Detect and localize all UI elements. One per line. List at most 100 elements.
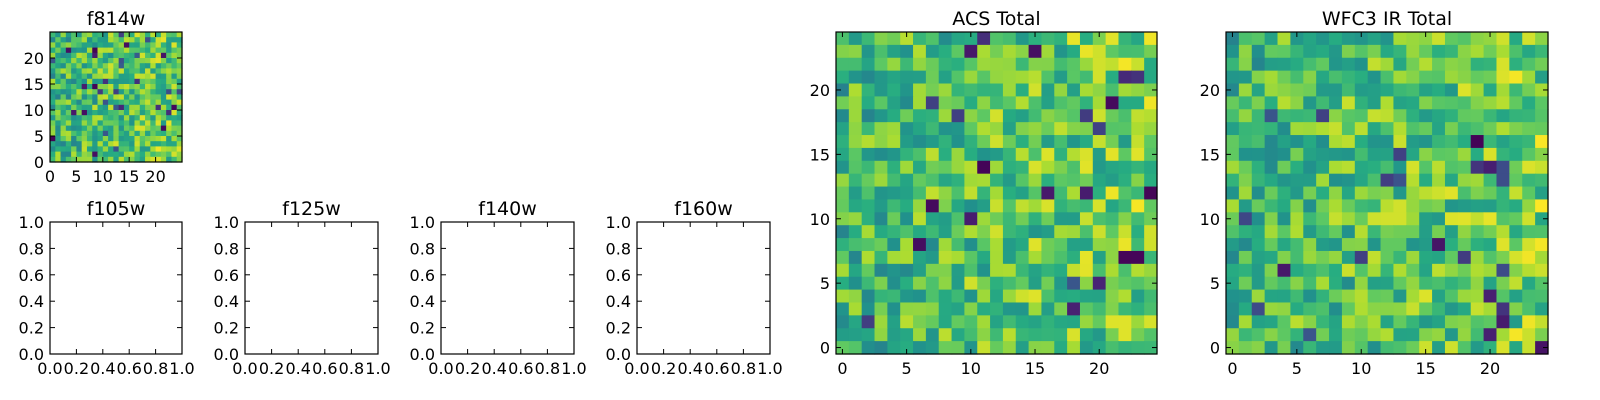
heatmap-cell: [1264, 238, 1279, 252]
heatmap-cell: [951, 173, 965, 188]
heatmap-cell: [1419, 225, 1433, 239]
heatmap-cell: [836, 328, 850, 342]
heatmap-cell: [108, 42, 114, 49]
x-tick-label: 0.4: [90, 359, 115, 378]
heatmap-cell: [1290, 96, 1304, 110]
heatmap-cell: [1054, 109, 1068, 123]
heatmap-cell: [1329, 263, 1343, 278]
heatmap-cell: [900, 212, 914, 226]
heatmap-cell: [166, 110, 173, 116]
heatmap-cell: [913, 70, 927, 85]
heatmap-cell: [102, 156, 109, 163]
heatmap-cell: [1028, 315, 1043, 329]
heatmap-cell: [76, 42, 83, 49]
heatmap-cell: [1496, 96, 1510, 110]
heatmap-cell: [913, 160, 927, 175]
heatmap-cell: [1470, 160, 1485, 175]
heatmap-cell: [1238, 315, 1253, 329]
heatmap-cell: [71, 125, 77, 132]
heatmap-cell: [123, 89, 130, 95]
heatmap-cell: [861, 302, 876, 316]
heatmap-cell: [1144, 302, 1158, 316]
heatmap-cell: [1105, 44, 1120, 59]
heatmap-cell: [1118, 289, 1132, 304]
heatmap-cell: [60, 94, 67, 101]
heatmap-cell: [1341, 96, 1356, 110]
heatmap-cell: [848, 289, 863, 304]
heatmap-cell: [1406, 44, 1420, 59]
heatmap-cell: [1118, 328, 1132, 342]
heatmap-cell: [1535, 238, 1549, 252]
heatmap-cell: [1470, 173, 1485, 188]
heatmap-cell: [108, 47, 114, 54]
heatmap-cell: [139, 78, 146, 85]
heatmap-cell: [108, 63, 114, 69]
y-tick-label: 0.2: [606, 319, 631, 338]
heatmap-cell: [1380, 135, 1395, 149]
heatmap-cell: [938, 122, 953, 136]
heatmap-cell: [1367, 212, 1382, 226]
heatmap-cell: [171, 156, 178, 163]
heatmap-cell: [990, 199, 1004, 213]
heatmap-cell: [1118, 263, 1132, 278]
heatmap-cell: [139, 47, 146, 54]
heatmap-cell: [1054, 147, 1068, 162]
heatmap-cell: [1092, 186, 1107, 201]
heatmap-cell: [1444, 315, 1459, 329]
heatmap-cell: [123, 104, 130, 111]
heatmap-cell: [81, 141, 88, 147]
heatmap-cell: [60, 99, 67, 106]
heatmap-cell: [938, 212, 953, 226]
heatmap-cell: [81, 73, 88, 80]
heatmap-cell: [1496, 263, 1510, 278]
heatmap-cell: [1341, 160, 1356, 175]
heatmap-cell: [1264, 302, 1279, 316]
heatmap-cell: [1419, 276, 1433, 291]
heatmap-cell: [176, 42, 183, 49]
heatmap-cell: [1118, 96, 1132, 110]
heatmap-cell: [1535, 109, 1549, 123]
heatmap-cell: [1264, 328, 1279, 342]
heatmap-cell: [92, 110, 99, 116]
heatmap-cell: [1041, 328, 1055, 342]
heatmap-cell: [1509, 32, 1523, 46]
heatmap-cell: [1067, 122, 1081, 136]
heatmap-cell: [1509, 199, 1523, 213]
heatmap-cell: [1144, 212, 1158, 226]
heatmap-cell: [134, 84, 141, 90]
heatmap-cell: [1419, 212, 1433, 226]
heatmap-cell: [92, 89, 99, 95]
heatmap-cell: [1264, 276, 1279, 291]
heatmap-cell: [1522, 122, 1536, 136]
heatmap-cell: [1105, 250, 1120, 265]
heatmap-cell: [113, 68, 120, 75]
heatmap-cell: [1238, 32, 1253, 46]
heatmap-cell: [129, 58, 136, 64]
heatmap-cell: [1483, 135, 1498, 149]
heatmap-cell: [171, 146, 178, 153]
heatmap-cell: [166, 115, 173, 121]
heatmap-cell: [86, 78, 93, 85]
heatmap-cell: [113, 84, 120, 90]
heatmap-cell: [1028, 199, 1043, 213]
heatmap-cell: [1419, 96, 1433, 110]
heatmap-cell: [1509, 302, 1523, 316]
axes-frame: [835, 31, 1158, 355]
heatmap-cell: [1290, 173, 1304, 188]
heatmap-cell: [113, 99, 120, 106]
heatmap-cell: [1015, 328, 1030, 342]
heatmap-cell: [76, 84, 83, 90]
heatmap-cell: [1522, 83, 1536, 97]
heatmap-cell: [1264, 315, 1279, 329]
heatmap-cell: [71, 94, 77, 101]
heatmap-cell: [1496, 250, 1510, 265]
heatmap-cell: [1444, 250, 1459, 265]
heatmap-cell: [150, 32, 157, 38]
heatmap-cell: [1509, 238, 1523, 252]
heatmap-cell: [1367, 109, 1382, 123]
heatmap-cell: [1444, 341, 1459, 355]
heatmap-cell: [1092, 96, 1107, 110]
heatmap-cell: [1444, 57, 1459, 72]
heatmap-cell: [874, 44, 888, 59]
panel-title: ACS Total: [952, 8, 1040, 30]
